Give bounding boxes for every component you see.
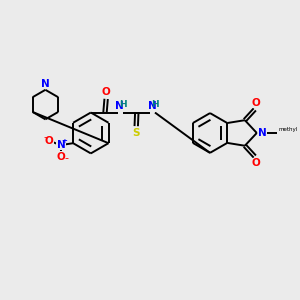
Text: H: H xyxy=(152,100,159,109)
Text: O: O xyxy=(102,87,110,97)
Text: N: N xyxy=(116,101,124,111)
Text: N: N xyxy=(258,128,267,138)
Text: H: H xyxy=(119,100,127,109)
Text: N: N xyxy=(41,79,50,89)
Text: O: O xyxy=(44,136,53,146)
Text: N: N xyxy=(41,79,50,89)
Text: N: N xyxy=(57,140,66,150)
Text: -: - xyxy=(43,132,47,142)
Text: -: - xyxy=(64,154,68,164)
Text: N: N xyxy=(148,101,157,111)
Text: S: S xyxy=(133,128,140,138)
Text: O: O xyxy=(251,98,260,108)
Text: O: O xyxy=(251,158,260,168)
Text: +: + xyxy=(61,138,67,144)
Text: O: O xyxy=(57,152,66,161)
Text: methyl: methyl xyxy=(278,128,297,132)
